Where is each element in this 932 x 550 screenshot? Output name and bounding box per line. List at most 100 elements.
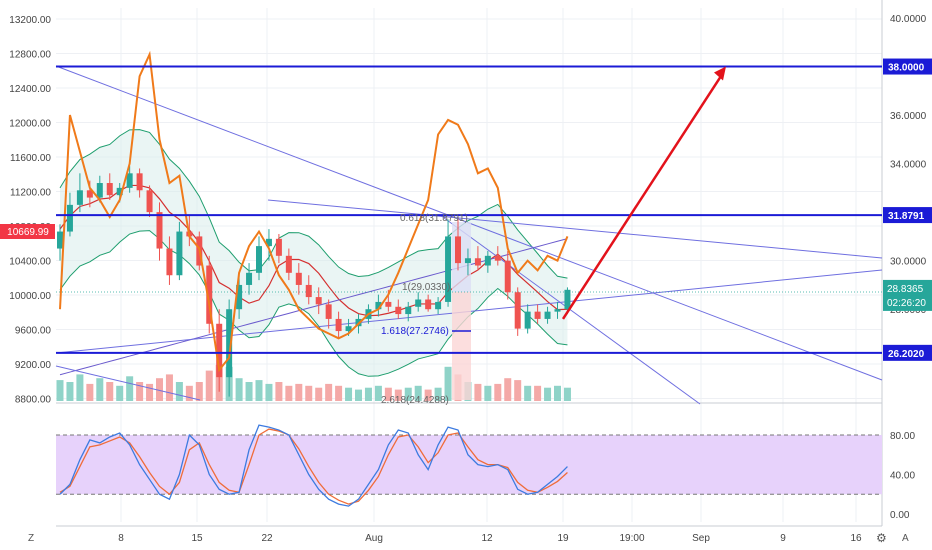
right-axis-tick: 30.0000 (890, 257, 927, 268)
volume-bar (374, 385, 382, 401)
oscillator-band-fill (56, 435, 882, 495)
volume-bar (434, 387, 442, 401)
candle-body (226, 309, 233, 378)
volume-bar (275, 382, 283, 401)
right-axis-tick: 34.0000 (890, 160, 927, 171)
volume-bar (66, 382, 74, 401)
volume-bar (504, 378, 512, 401)
volume-bar (394, 389, 402, 401)
volume-bar (524, 385, 532, 401)
volume-bar (563, 387, 571, 401)
right-tag-38: 38.0000 (888, 63, 925, 74)
candle-body (206, 265, 213, 324)
volume-bar (364, 387, 372, 401)
volume-bar (325, 383, 333, 401)
arrow-head (714, 66, 726, 81)
volume-bar (305, 385, 313, 401)
left-axis-tick: 11200.00 (10, 188, 51, 199)
volume-bar (444, 366, 452, 401)
candle-body (345, 326, 352, 332)
volume-bar (544, 387, 552, 401)
volume-bar (185, 385, 193, 401)
x-axis-tick: Sep (692, 533, 710, 544)
orange-line (59, 50, 569, 373)
candle-body (126, 173, 133, 188)
candle-body (554, 309, 561, 312)
candle-body (395, 306, 402, 315)
candle-body (176, 231, 183, 276)
projection-arrow[interactable] (561, 66, 726, 320)
right-axis: 40.000036.000034.000030.000028.000038.00… (883, 14, 932, 521)
candle-body (385, 301, 392, 307)
trend-line (55, 365, 201, 401)
right-tag-31: 31.8791 (888, 211, 925, 222)
volume-bar (424, 389, 432, 401)
band-upper (59, 129, 568, 279)
volume-bar (195, 382, 203, 401)
right-tag-26: 26.2020 (888, 349, 925, 360)
left-axis-tick: 12000.00 (9, 119, 51, 130)
volume-bar (235, 378, 243, 401)
corner-controls[interactable]: Z ⚙ A (28, 531, 909, 545)
volume-bar (384, 387, 392, 401)
left-axis-tick: 10400.00 (9, 257, 51, 268)
candle-body (375, 301, 382, 310)
candle-body (435, 301, 442, 310)
candle-body (335, 318, 342, 332)
x-axis-tick: Aug (365, 533, 383, 544)
candle-body (484, 255, 491, 266)
candles (57, 166, 571, 397)
oscillator-axis-tick: 40.00 (890, 471, 915, 482)
volume-bar (474, 383, 482, 401)
candle-body (514, 292, 521, 329)
volume-bars (56, 364, 571, 401)
volume-bar (96, 378, 104, 401)
trend-line (267, 199, 883, 259)
volume-bar (116, 385, 124, 401)
fib-zone-lower (452, 292, 471, 400)
fib-label-0618: 0.618(31.8791) (400, 213, 468, 224)
candle-body (464, 258, 471, 264)
x-axis-tick: 19:00 (619, 533, 644, 544)
right-tag-38-bg (883, 58, 932, 75)
candle-body (66, 204, 73, 232)
candle-body (544, 311, 551, 319)
right-tag-current: 28.8365 (887, 284, 924, 295)
moving-average-red (59, 184, 568, 317)
candle-body (474, 258, 481, 266)
candle-body (325, 304, 332, 319)
fib-labels: 0.618(31.8791) 1(29.0330) 1.618(27.2746)… (381, 213, 468, 406)
volume-bar (76, 374, 84, 401)
oscillator-pane (56, 424, 882, 507)
left-axis-tick: 9600.00 (15, 326, 52, 337)
volume-bar (494, 383, 502, 401)
x-axis-tick: 9 (780, 533, 786, 544)
corner-right-label: A (902, 533, 909, 544)
candle-body (236, 284, 243, 310)
oscillator-axis-tick: 80.00 (890, 431, 915, 442)
candle-body (295, 272, 302, 285)
candle-body (504, 260, 511, 293)
candle-body (534, 311, 541, 319)
bollinger-bands (59, 129, 568, 377)
volume-bar (126, 376, 134, 401)
candle-body (57, 231, 63, 249)
volume-bar (345, 387, 353, 401)
current-price-tag (0, 224, 55, 239)
fib-label-1: 1(29.0330) (402, 282, 450, 293)
candle-body (106, 183, 113, 196)
candle-body (415, 299, 422, 307)
right-tag-countdown: 02:26:20 (887, 298, 926, 309)
candle-body (285, 255, 292, 273)
volume-bar (534, 385, 542, 401)
horizontal-levels[interactable] (56, 65, 882, 354)
right-axis-tick: 36.0000 (890, 111, 927, 122)
volume-bar (315, 387, 323, 401)
trend-lines[interactable] (55, 65, 883, 405)
left-axis: 13200.00 12800.00 12400.00 12000.00 11600.00… (0, 15, 55, 406)
volume-bar (205, 370, 213, 401)
left-axis-tick: 9200.00 (15, 360, 52, 371)
volume-bar (295, 383, 303, 401)
volume-bar (335, 385, 343, 401)
